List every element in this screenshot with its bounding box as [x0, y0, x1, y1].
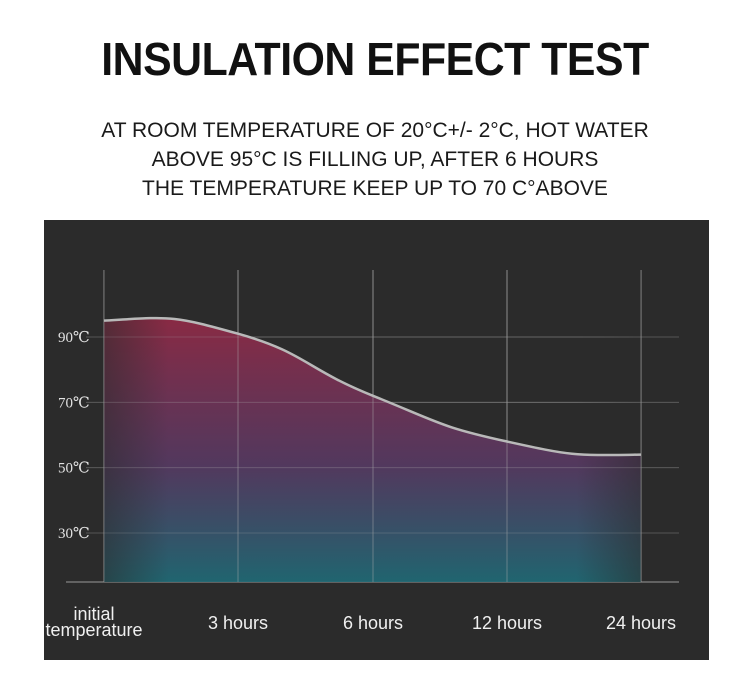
temperature-chart: 90℃ 70℃ 50℃ 30℃ initial temperature 3 hours 6 h…: [45, 270, 679, 640]
x-tick-label-3: 12 hours: [472, 613, 542, 633]
chart-panel: 90℃ 70℃ 50℃ 30℃ initial temperature 3 hours 6 h…: [44, 220, 709, 660]
y-tick-label-2: 50℃: [58, 461, 90, 477]
subtitle-line-1: AT ROOM TEMPERATURE OF 20°C+/- 2°C, HOT …: [101, 119, 649, 142]
subtitle-line-3: THE TEMPERATURE KEEP UP TO 70 C°ABOVE: [142, 177, 608, 200]
x-tick-label-0: initial temperature: [45, 604, 142, 640]
y-tick-label-1: 70℃: [58, 395, 90, 411]
x-tick-label-4: 24 hours: [606, 613, 676, 633]
subtitle: AT ROOM TEMPERATURE OF 20°C+/- 2°C, HOT …: [0, 116, 750, 203]
series-line: [103, 316, 642, 457]
x-tick-label-2: 6 hours: [343, 613, 403, 633]
y-tick-label-0: 90℃: [58, 330, 90, 346]
x-tick-label-1: 3 hours: [208, 613, 268, 633]
subtitle-line-2: ABOVE 95°C IS FILLING UP, AFTER 6 HOURS: [151, 148, 599, 171]
page-title: INSULATION EFFECT TEST: [101, 33, 649, 85]
y-tick-label-3: 30℃: [58, 526, 90, 542]
